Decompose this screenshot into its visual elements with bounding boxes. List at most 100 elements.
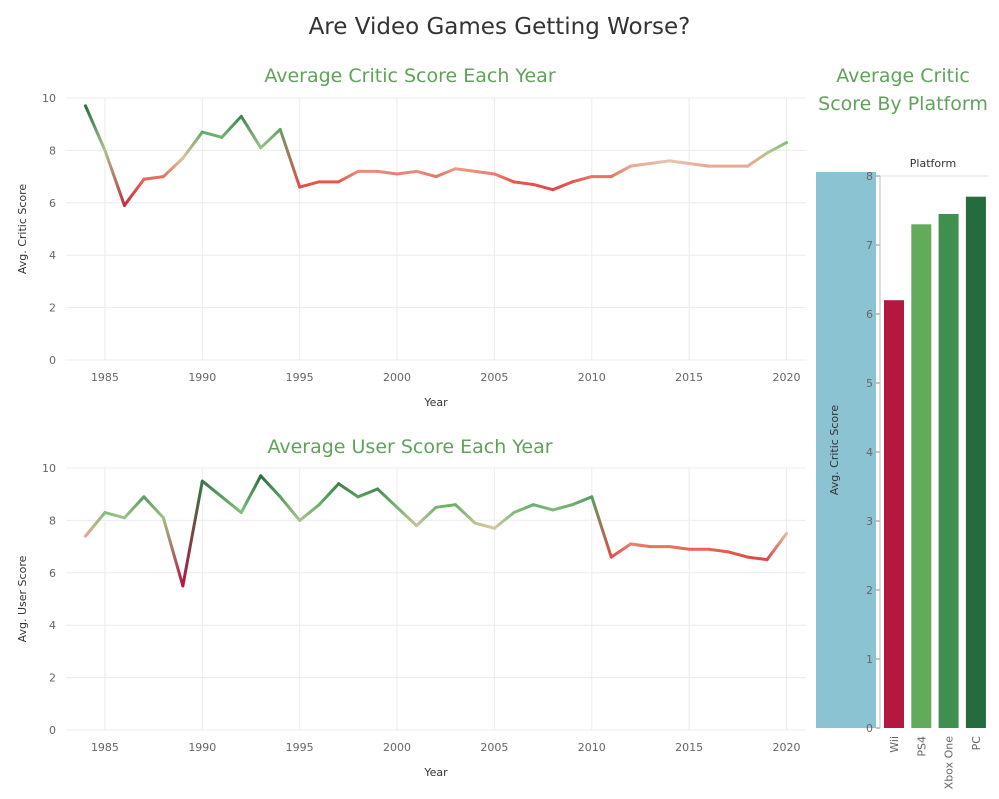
critic-series-segment xyxy=(629,162,652,168)
user-series-segment xyxy=(220,495,243,515)
user-x-tick-label: 2015 xyxy=(675,741,703,754)
platform-bar-xbox-one xyxy=(938,213,959,728)
user-series-segment xyxy=(726,550,750,559)
user-series-segment xyxy=(395,505,419,528)
user-series-segment xyxy=(200,479,224,499)
user-series-segment xyxy=(512,503,535,515)
critic-series-segment xyxy=(278,127,302,189)
user-y-tick-label: 0 xyxy=(49,724,56,737)
platform-y-tick-label: 4 xyxy=(866,446,873,459)
critic-x-tick-label: 2010 xyxy=(578,371,606,384)
critic-series-segment xyxy=(434,167,457,179)
platform-y-tick-label: 3 xyxy=(866,515,873,528)
user-y-tick-label: 6 xyxy=(49,567,56,580)
user-series-segment xyxy=(609,542,633,559)
critic-series-segment xyxy=(570,175,594,184)
user-series-segment xyxy=(531,503,555,512)
user-series-segment xyxy=(434,503,457,509)
critic-x-tick-label: 2005 xyxy=(480,371,508,384)
user-series-segment xyxy=(492,511,516,530)
user-series-segment xyxy=(590,495,613,559)
user-series-segment xyxy=(356,487,380,499)
critic-series-segment xyxy=(181,130,204,160)
user-series-segment xyxy=(317,482,341,507)
platform-y-axis-label: Avg. Critic Score xyxy=(828,405,841,496)
user-x-tick-label: 1985 xyxy=(91,741,119,754)
critic-series-segment xyxy=(453,167,477,173)
platform-y-tick-label: 2 xyxy=(866,584,873,597)
critic-series-segment xyxy=(103,148,126,207)
user-series-segment xyxy=(239,474,263,515)
user-x-tick-label: 1990 xyxy=(188,741,216,754)
critic-series-segment xyxy=(220,114,243,139)
platform-y-tick-label: 0 xyxy=(866,722,873,735)
platform-category-label: Xbox One xyxy=(943,736,956,790)
user-series-segment xyxy=(376,487,399,509)
user-y-tick-label: 8 xyxy=(49,514,56,527)
critic-x-axis-label: Year xyxy=(423,396,448,409)
critic-series-segment xyxy=(473,169,496,176)
platform-y-tick-label: 7 xyxy=(866,239,873,252)
user-x-tick-label: 1995 xyxy=(286,741,314,754)
user-series-segment xyxy=(746,555,769,562)
user-series-segment xyxy=(83,511,107,538)
user-x-tick-label: 2020 xyxy=(773,741,801,754)
critic-series-segment xyxy=(765,141,789,155)
critic-x-tick-label: 2000 xyxy=(383,371,411,384)
platform-axis-band xyxy=(816,172,876,728)
critic-x-tick-label: 2020 xyxy=(773,371,801,384)
user-series-segment xyxy=(122,495,146,520)
user-series-segment xyxy=(668,545,691,551)
critic-series-segment xyxy=(161,156,185,179)
critic-x-tick-label: 1985 xyxy=(91,371,119,384)
platform-header-label: Platform xyxy=(910,157,956,170)
critic-y-tick-label: 8 xyxy=(49,144,56,157)
user-series-segment xyxy=(161,516,185,588)
user-series-segment xyxy=(337,482,360,499)
critic-series-segment xyxy=(551,180,574,192)
critic-y-tick-label: 2 xyxy=(49,302,56,315)
platform-category-label: PS4 xyxy=(915,736,928,757)
critic-series-segment xyxy=(415,169,438,179)
user-series-segment xyxy=(259,474,282,499)
critic-series-segment xyxy=(142,175,165,181)
critic-x-tick-label: 2015 xyxy=(675,371,703,384)
dashboard-title: Are Video Games Getting Worse? xyxy=(308,14,691,40)
critic-chart-title: Average Critic Score Each Year xyxy=(264,65,556,87)
user-y-axis-label: Avg. User Score xyxy=(16,555,29,642)
critic-series-segment xyxy=(609,164,633,179)
platform-y-tick-label: 5 xyxy=(866,377,873,390)
user-chart-title: Average User Score Each Year xyxy=(267,436,553,458)
critic-series-segment xyxy=(259,127,282,150)
critic-y-tick-label: 10 xyxy=(42,92,56,105)
critic-series-segment xyxy=(239,114,263,150)
critic-x-tick-label: 1995 xyxy=(286,371,314,384)
user-series-segment xyxy=(551,503,574,512)
platform-chart-title: Average Critic Score By Platform xyxy=(818,65,988,115)
critic-y-tick-label: 0 xyxy=(49,354,56,367)
critic-series-segment xyxy=(648,159,672,165)
platform-bar-pc xyxy=(965,196,986,728)
critic-series-segment xyxy=(200,130,224,139)
user-x-tick-label: 2000 xyxy=(383,741,411,754)
platform-category-label: Wii xyxy=(888,736,901,753)
user-x-tick-label: 2005 xyxy=(480,741,508,754)
critic-series-segment xyxy=(668,159,691,165)
user-series-segment xyxy=(142,495,165,520)
critic-x-tick-label: 1990 xyxy=(188,371,216,384)
user-y-tick-label: 10 xyxy=(42,462,56,475)
user-y-tick-label: 4 xyxy=(49,619,56,632)
critic-series-segment xyxy=(298,180,321,189)
user-series-segment xyxy=(181,479,204,588)
user-series-segment xyxy=(278,495,302,522)
critic-series-segment xyxy=(376,169,399,176)
user-series-segment xyxy=(629,542,652,549)
platform-y-tick-label: 8 xyxy=(866,170,873,183)
user-series-segment xyxy=(453,503,477,525)
user-series-segment xyxy=(298,503,321,522)
user-y-tick-label: 2 xyxy=(49,672,56,685)
